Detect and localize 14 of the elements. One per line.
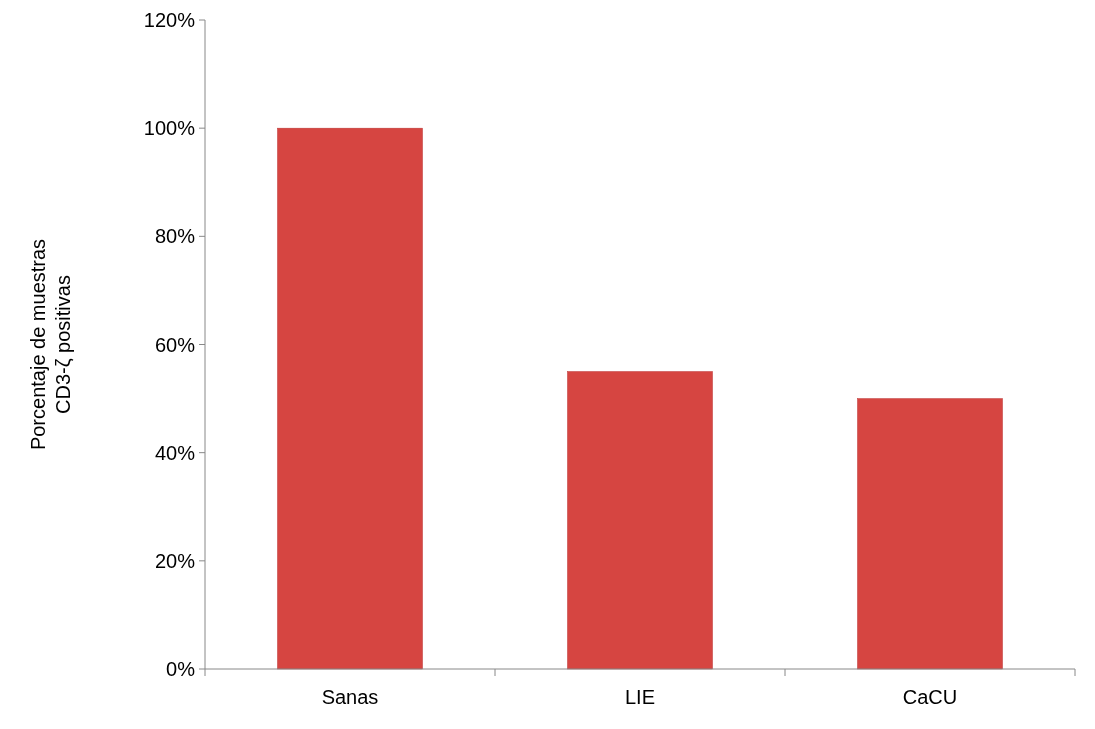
y-tick-label: 80% — [154, 225, 196, 248]
y-axis-title: Porcentaje de muestras CD3-ζ positivas — [27, 238, 74, 451]
y-tick-label: 20% — [154, 549, 196, 572]
y-tick-label: 100% — [143, 117, 196, 140]
y-tick-label: 40% — [154, 441, 196, 464]
x-tick-label: Sanas — [321, 686, 379, 708]
y-tick-label: 0% — [166, 658, 196, 680]
bar — [857, 398, 1003, 670]
x-tick-label: LIE — [624, 686, 656, 708]
y-tick-label: 60% — [154, 333, 196, 356]
y-tick-label: 120% — [143, 9, 196, 31]
bar — [277, 127, 423, 670]
bar — [567, 371, 713, 670]
x-tick-label: CaCU — [902, 686, 958, 708]
